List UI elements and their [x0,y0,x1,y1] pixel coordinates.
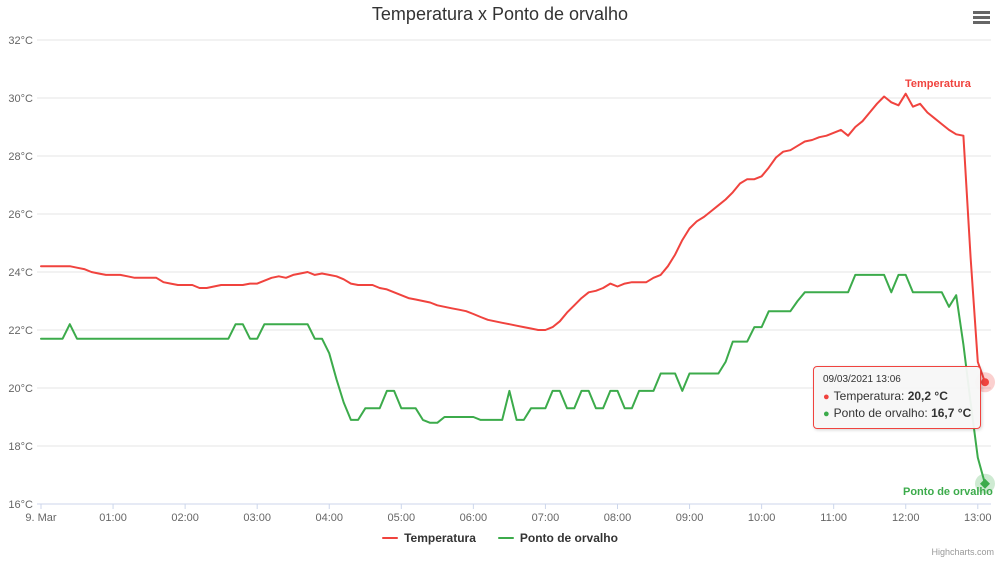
last-point-marker-circle[interactable] [981,378,989,387]
series-label-ponto-de-orvalho: Ponto de orvalho [903,486,993,498]
y-axis: 16°C 18°C 20°C 22°C 24°C 26°C 28°C 30°C 32°C [8,35,33,511]
highcharts-credits[interactable]: Highcharts.com [931,547,994,557]
tooltip-series-name: Temperatura: [833,389,905,403]
svg-text:28°C: 28°C [8,151,33,163]
tooltip-row-temperatura: ● Temperatura: 20,2 °C [823,388,971,405]
svg-text:16°C: 16°C [8,499,33,511]
svg-text:07:00: 07:00 [532,512,560,524]
svg-text:26°C: 26°C [8,209,33,221]
series-bullet-icon: ● [823,391,830,403]
tooltip-series-value: 20,2 °C [907,389,948,403]
svg-text:03:00: 03:00 [243,512,271,524]
chart-title: Temperatura x Ponto de orvalho [371,4,629,24]
series-label-temperatura: Temperatura [905,78,971,90]
svg-text:09:00: 09:00 [676,512,704,524]
series-line-ponto-de-orvalho[interactable] [40,273,986,485]
svg-text:08:00: 08:00 [604,512,632,524]
series-bullet-icon: ● [823,408,830,420]
svg-text:02:00: 02:00 [171,512,199,524]
svg-text:10:00: 10:00 [748,512,776,524]
svg-text:01:00: 01:00 [99,512,127,524]
svg-text:04:00: 04:00 [315,512,343,524]
legend: Temperatura Ponto de orvalho [0,531,1000,545]
tooltip: 09/03/2021 13:06 ● Temperatura: 20,2 °C ●… [813,366,982,429]
svg-text:9. Mar: 9. Mar [25,512,57,524]
svg-text:12:00: 12:00 [892,512,920,524]
svg-text:22°C: 22°C [8,325,33,337]
tooltip-row-ponto-de-orvalho: ● Ponto de orvalho: 16,7 °C [823,405,971,422]
tooltip-series-name: Ponto de orvalho: [833,406,928,420]
tooltip-datetime: 09/03/2021 13:06 [823,374,901,385]
svg-text:20°C: 20°C [8,383,33,395]
svg-text:06:00: 06:00 [460,512,488,524]
line-swatch-icon [497,537,514,539]
svg-text:05:00: 05:00 [388,512,416,524]
svg-text:30°C: 30°C [8,93,33,105]
tooltip-series-value: 16,7 °C [931,406,972,420]
svg-text:18°C: 18°C [8,441,33,453]
svg-text:32°C: 32°C [8,35,33,47]
line-swatch-icon [382,537,399,539]
svg-text:13:00: 13:00 [964,512,992,524]
last-point-marker-diamond[interactable] [980,478,990,489]
legend-item-temperatura[interactable]: Temperatura [382,531,476,545]
hamburger-menu-icon[interactable] [969,7,993,27]
series-line-temperatura[interactable] [40,92,986,384]
x-axis: 9. Mar 01:00 02:00 03:00 04:00 05:00 06:00 07:0… [25,503,992,524]
svg-text:11:00: 11:00 [820,512,847,524]
svg-text:24°C: 24°C [8,267,33,279]
legend-item-ponto-de-orvalho[interactable]: Ponto de orvalho [497,531,618,545]
